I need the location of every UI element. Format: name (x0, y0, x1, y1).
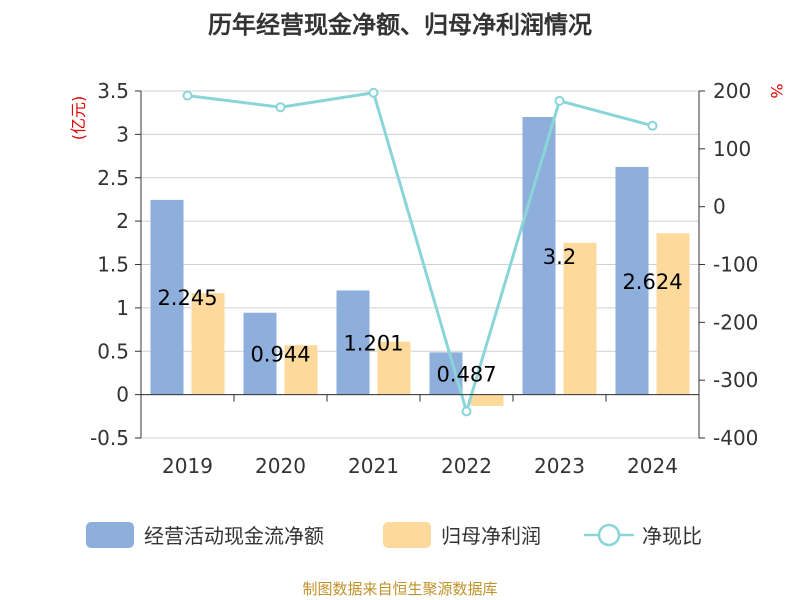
data-label-cashflow: 1.201 (343, 332, 403, 356)
source-note: 制图数据来自恒生聚源数据库 (302, 580, 497, 598)
bar-cashflow (150, 199, 184, 395)
legend-swatch-net-profit (383, 522, 431, 548)
left-axis-tick-label: 0 (116, 383, 129, 407)
left-axis-unit: (亿元) (69, 96, 88, 141)
bar-cashflow (615, 166, 649, 395)
bar-cashflow (522, 117, 556, 395)
axes: -0.5 0 0.5 1 1.5 2 2.5 3 3.5 -400 -300 -200 -100 0 100… (90, 79, 758, 478)
right-axis-tick-label: -100 (713, 253, 758, 277)
legend-label-net-profit: 归母净利润 (441, 524, 541, 548)
x-axis-tick-label: 2019 (162, 454, 213, 478)
legend-swatch-cashflow (86, 522, 134, 548)
data-label-cashflow: 3.2 (543, 245, 576, 269)
left-axis-tick-label: 3.5 (97, 79, 129, 103)
left-axis-tick-label: 1.5 (97, 253, 129, 277)
bars (150, 117, 690, 406)
bar-net-profit (284, 345, 318, 395)
bar-net-profit (191, 293, 225, 395)
bar-net-profit (563, 242, 597, 395)
bar-net-profit (656, 233, 690, 395)
ratio-point (275, 102, 286, 113)
ratio-point (647, 120, 658, 131)
ratio-line (182, 87, 658, 417)
legend-marker-ratio (597, 523, 621, 547)
right-axis-tick-label: -400 (713, 426, 758, 450)
bar-net-profit (377, 341, 411, 395)
bar-cashflow (243, 312, 277, 395)
bar-net-profit (470, 394, 504, 406)
data-label-cashflow: 2.245 (157, 286, 217, 310)
ratio-point (368, 87, 379, 98)
left-axis-tick-label: 3 (116, 122, 129, 146)
data-labels: 2.245 0.944 1.201 0.487 3.2 2.624 (157, 245, 682, 387)
x-axis-tick-label: 2023 (534, 454, 585, 478)
right-axis-tick-label: -300 (713, 368, 758, 392)
legend-label-ratio: 净现比 (642, 524, 702, 548)
x-axis-tick-label: 2020 (255, 454, 306, 478)
left-axis-tick-label: 2.5 (97, 166, 129, 190)
right-axis-tick-label: 200 (713, 79, 751, 103)
legend-label-cashflow: 经营活动现金流净额 (144, 524, 324, 548)
chart-title: 历年经营现金净额、归母净利润情况 (208, 11, 592, 39)
right-axis-unit: % (767, 83, 786, 98)
right-axis-tick-label: 0 (713, 195, 726, 219)
data-label-cashflow: 0.944 (250, 343, 310, 367)
x-axis-tick-label: 2024 (627, 454, 678, 478)
ratio-line-path (187, 91, 653, 417)
ratio-point (182, 90, 193, 101)
ratio-point (554, 95, 565, 106)
bar-cashflow (336, 290, 370, 395)
data-label-cashflow: 2.624 (622, 270, 682, 294)
legend: 经营活动现金流净额 归母净利润 净现比 (86, 522, 702, 548)
ratio-point (461, 406, 472, 417)
left-axis-tick-label: 0.5 (97, 339, 129, 363)
x-axis-tick-label: 2021 (348, 454, 399, 478)
left-axis-tick-label: 2 (116, 209, 129, 233)
right-axis-tick-label: 100 (713, 137, 751, 161)
right-axis-tick-label: -200 (713, 310, 758, 334)
left-axis-tick-label: -0.5 (90, 426, 129, 450)
gridlines (141, 90, 699, 439)
left-axis-tick-label: 1 (116, 296, 129, 320)
data-label-cashflow: 0.487 (436, 363, 496, 387)
x-axis-tick-label: 2022 (441, 454, 492, 478)
